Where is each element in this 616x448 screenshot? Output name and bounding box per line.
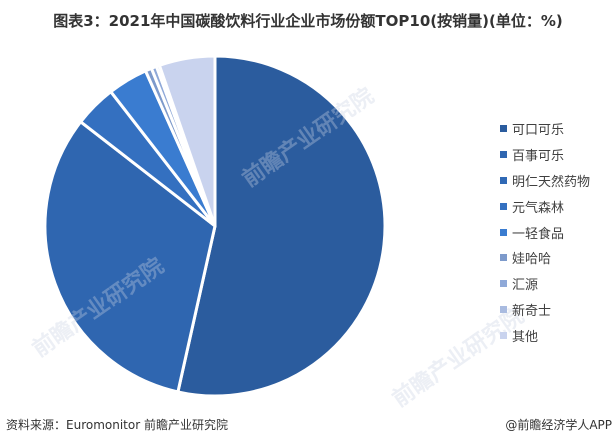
chart-legend: 可口可乐百事可乐明仁天然药物 元气森林一轻食品娃哈哈汇源新奇士其他: [500, 116, 590, 348]
source-note: 资料来源：Euromonitor 前瞻产业研究院: [6, 418, 228, 432]
legend-item: 娃哈哈: [500, 245, 590, 271]
legend-swatch: [500, 228, 507, 236]
legend-swatch: [500, 280, 507, 288]
legend-label: 其他: [512, 329, 539, 345]
legend-label: 明仁天然药物: [512, 174, 591, 190]
pie-slice: [176, 54, 387, 398]
legend-swatch: [500, 125, 507, 133]
legend-swatch: [500, 202, 507, 210]
legend-label: 娃哈哈: [512, 252, 552, 268]
pie-chart: [43, 54, 387, 398]
pie-slice: [157, 54, 217, 228]
legend-item: 一轻食品: [500, 219, 590, 245]
legend-item: 新奇士: [500, 297, 590, 323]
legend-swatch: [500, 305, 507, 313]
chart-title: 图表3：2021年中国碳酸饮料行业企业市场份额TOP10(按销量)(单位：%): [53, 12, 563, 30]
legend-swatch: [500, 176, 507, 184]
legend-item: 元气森林: [500, 193, 590, 219]
legend-swatch: [500, 151, 507, 159]
pie-slice: [43, 120, 217, 394]
legend-label: 元气森林: [512, 200, 565, 216]
legend-item: 明仁天然药物: [500, 168, 590, 194]
legend-label: 一轻食品: [512, 226, 565, 242]
legend-item: 其他: [500, 322, 590, 348]
legend-item: 汇源: [500, 271, 590, 297]
credit-note: @前瞻经济学人APP: [505, 418, 612, 432]
legend-label: 百事可乐: [512, 149, 565, 165]
legend-label: 可口可乐: [512, 123, 565, 139]
legend-swatch: [500, 254, 507, 262]
legend-label: 新奇士: [512, 303, 552, 319]
legend-item: 可口可乐: [500, 116, 590, 142]
legend-label: 汇源: [512, 278, 539, 294]
legend-item: 百事可乐: [500, 142, 590, 168]
legend-swatch: [500, 331, 507, 339]
